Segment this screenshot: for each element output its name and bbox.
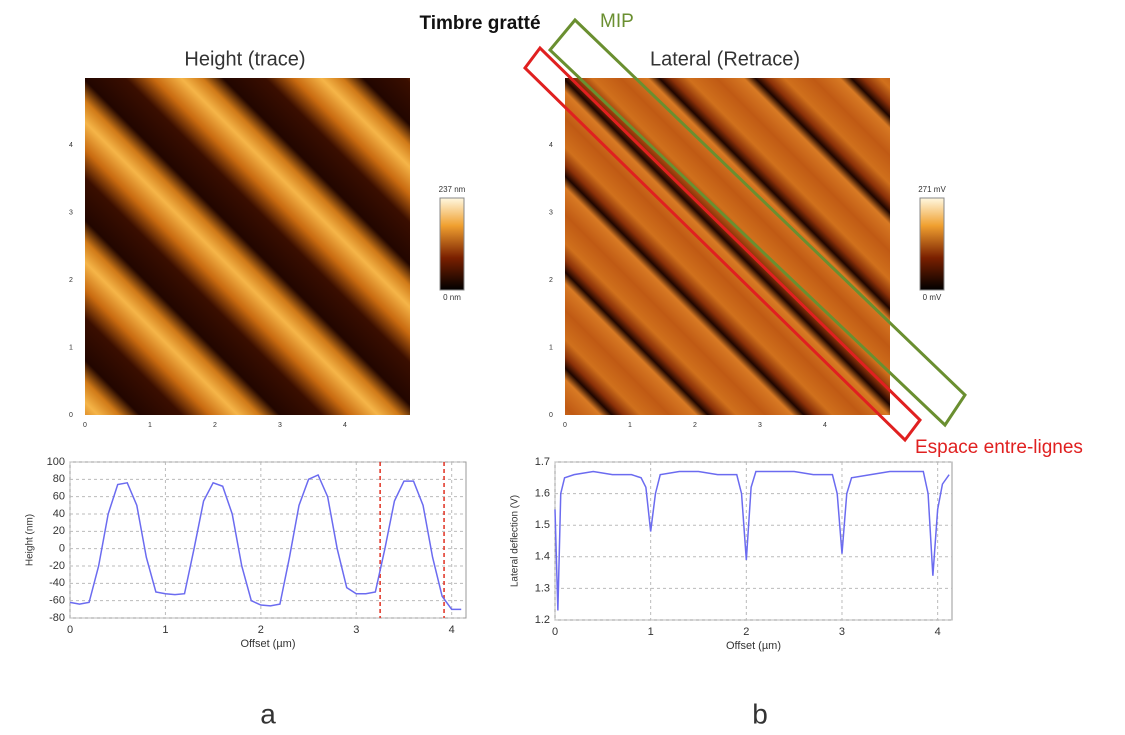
- y-tick-label: 1.4: [535, 551, 550, 563]
- y-axis-label: Height (nm): [25, 514, 36, 566]
- gap-box: [523, 45, 922, 443]
- y-tick-label: -20: [49, 560, 65, 572]
- y-tick-label: 80: [53, 473, 65, 485]
- x-tick-label: 2: [258, 624, 264, 636]
- image-y-tick: 2: [549, 277, 553, 284]
- image-y-tick: 1: [69, 344, 73, 351]
- y-tick-label: 100: [47, 456, 65, 468]
- y-tick-label: 20: [53, 525, 65, 537]
- mip-box: [547, 17, 967, 428]
- image-x-tick: 4: [343, 422, 347, 429]
- x-tick-label: 4: [449, 624, 455, 636]
- image-x-tick: 3: [758, 422, 762, 429]
- image-title: Lateral (Retrace): [650, 48, 800, 70]
- y-tick-label: -80: [49, 612, 65, 624]
- plot-area: [69, 461, 467, 619]
- x-tick-label: 3: [353, 624, 359, 636]
- y-tick-label: 60: [53, 491, 65, 503]
- x-axis-label: Offset (µm): [240, 638, 295, 650]
- scale-max: 237 nm: [439, 185, 466, 194]
- x-tick-label: 3: [839, 626, 845, 638]
- afm-height-image: [85, 78, 410, 415]
- image-y-tick: 3: [69, 210, 73, 217]
- scale-max: 271 mV: [918, 185, 946, 194]
- image-y-tick: 3: [549, 210, 553, 217]
- x-tick-label: 0: [67, 624, 73, 636]
- y-tick-label: -60: [49, 595, 65, 607]
- y-tick-label: 1.5: [535, 519, 550, 531]
- x-tick-label: 2: [743, 626, 749, 638]
- colorbar: [439, 197, 465, 291]
- x-tick-label: 4: [935, 626, 941, 638]
- y-tick-label: 40: [53, 508, 65, 520]
- image-y-tick: 0: [69, 412, 73, 419]
- y-tick-label: 1.6: [535, 488, 550, 500]
- line: [69, 474, 462, 611]
- colorbar: [919, 197, 945, 291]
- y-tick-label: 0: [59, 543, 65, 555]
- x-tick-label: 1: [162, 624, 168, 636]
- image-y-tick: 2: [69, 277, 73, 284]
- annotation: Espace entre-lignes: [915, 437, 1083, 458]
- y-axis-label: Lateral deflection (V): [510, 495, 521, 587]
- scale-min: 0 nm: [443, 293, 461, 302]
- image-title: Height (trace): [184, 48, 305, 70]
- image-y-tick: 4: [69, 142, 73, 149]
- y-tick-label: -40: [49, 577, 65, 589]
- panel-label: a: [260, 698, 276, 729]
- x-axis-label: Offset (µm): [726, 640, 781, 652]
- image-y-tick: 4: [549, 142, 553, 149]
- x-tick-label: 1: [648, 626, 654, 638]
- panel-label: b: [752, 698, 768, 729]
- image-x-tick: 2: [213, 422, 217, 429]
- x-tick-label: 0: [552, 626, 558, 638]
- image-x-tick: 3: [278, 422, 282, 429]
- afm-lateral-image: [565, 78, 890, 415]
- image-x-tick: 1: [148, 422, 152, 429]
- y-tick-label: 1.3: [535, 582, 550, 594]
- y-tick-label: 1.2: [535, 614, 550, 626]
- plot-area: [554, 461, 953, 621]
- image-y-tick: 0: [549, 412, 553, 419]
- figure-title: Timbre gratté: [419, 13, 540, 34]
- scale-min: 0 mV: [923, 293, 942, 302]
- image-x-tick: 4: [823, 422, 827, 429]
- image-x-tick: 2: [693, 422, 697, 429]
- image-x-tick: 0: [83, 422, 87, 429]
- y-tick-label: 1.7: [535, 456, 550, 468]
- image-x-tick: 1: [628, 422, 632, 429]
- line: [554, 470, 950, 611]
- image-y-tick: 1: [549, 344, 553, 351]
- image-x-tick: 0: [563, 422, 567, 429]
- annotation: MIP: [600, 11, 634, 32]
